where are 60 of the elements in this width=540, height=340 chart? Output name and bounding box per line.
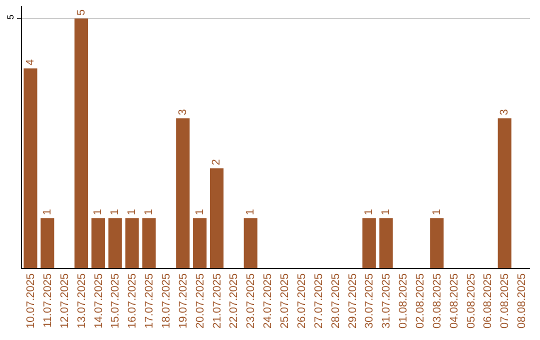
data-label: 1 — [194, 208, 206, 216]
data-label: 1 — [126, 208, 138, 216]
x-tick-label: 29.07.2025 — [346, 273, 359, 328]
x-tick-label: 02.08.2025 — [414, 273, 427, 328]
x-tick-label: 06.08.2025 — [482, 273, 494, 328]
bar — [193, 218, 207, 268]
x-tick-label: 15.07.2025 — [110, 273, 122, 328]
data-label: 3 — [176, 109, 189, 116]
x-tick-label: 18.07.2025 — [160, 273, 173, 328]
bar — [74, 18, 88, 268]
x-tick-label: 04.08.2025 — [448, 273, 460, 328]
bar — [430, 218, 444, 268]
x-tick-label: 20.07.2025 — [194, 273, 206, 328]
data-label: 3 — [498, 109, 511, 116]
x-tick-label: 17.07.2025 — [144, 273, 156, 328]
x-tick-label: 05.08.2025 — [465, 273, 478, 328]
x-tick-label: 19.07.2025 — [177, 273, 190, 328]
bar — [142, 218, 156, 268]
x-tick-label: 07.08.2025 — [499, 273, 512, 328]
data-label: 1 — [244, 208, 257, 216]
x-tick-label: 25.07.2025 — [279, 273, 292, 328]
bar — [244, 218, 258, 268]
bar — [125, 218, 139, 268]
x-tick-label: 01.08.2025 — [398, 273, 410, 328]
x-tick-label: 10.07.2025 — [25, 273, 38, 328]
bar — [40, 218, 54, 268]
x-tick-label: 14.07.2025 — [92, 273, 105, 328]
data-label: 1 — [143, 208, 155, 216]
data-label: 1 — [430, 208, 443, 216]
x-tick-label: 23.07.2025 — [245, 273, 258, 328]
bar — [362, 218, 376, 268]
x-tick-label: 16.07.2025 — [126, 273, 139, 328]
x-tick-label: 28.07.2025 — [330, 273, 342, 328]
x-tick-label: 11.07.2025 — [42, 273, 54, 328]
x-tick-label: 26.07.2025 — [296, 273, 308, 328]
data-label: 1 — [363, 208, 376, 216]
bar — [108, 218, 122, 268]
data-label: 5 — [75, 9, 88, 16]
data-label: 1 — [92, 208, 104, 216]
x-tick-label: 13.07.2025 — [76, 273, 88, 328]
data-label: 1 — [41, 208, 54, 216]
x-tick-label: 21.07.2025 — [211, 273, 224, 328]
bar — [379, 218, 393, 268]
data-label: 4 — [24, 59, 36, 66]
bar — [91, 218, 105, 268]
x-tick-label: 22.07.2025 — [228, 273, 240, 328]
x-tick-label: 03.08.2025 — [431, 273, 444, 328]
x-tick-label: 30.07.2025 — [364, 273, 376, 328]
bar — [210, 168, 224, 268]
data-label: 2 — [210, 159, 223, 166]
bar — [176, 118, 190, 268]
x-tick-label: 08.08.2025 — [516, 273, 528, 328]
x-tick-label: 12.07.2025 — [58, 273, 71, 328]
data-label: 1 — [109, 208, 122, 216]
bar — [498, 118, 512, 268]
data-label: 1 — [380, 208, 392, 216]
x-tick-label: 27.07.2025 — [312, 273, 325, 328]
x-tick-label: 31.07.2025 — [380, 273, 393, 328]
bar — [24, 68, 38, 268]
x-tick-label: 24.07.2025 — [262, 273, 274, 328]
